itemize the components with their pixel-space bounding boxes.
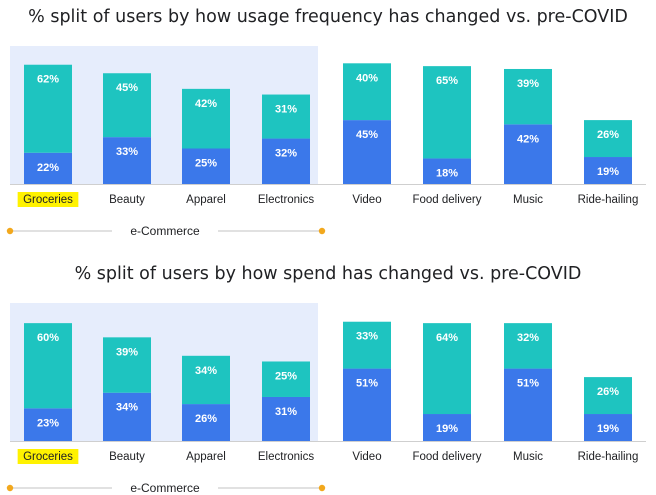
- bar-upper-5: [423, 323, 471, 415]
- data-label-upper-0: 60%: [37, 332, 59, 344]
- data-label-lower-4: 51%: [356, 378, 378, 390]
- data-label-upper-5: 64%: [436, 332, 458, 344]
- category-highlight: [17, 192, 79, 207]
- category-highlight: [17, 449, 79, 464]
- bar-upper-3: [262, 94, 310, 139]
- bar-lower-0: [24, 152, 72, 184]
- category-label-4: Video: [352, 194, 381, 206]
- data-label-lower-3: 31%: [275, 406, 297, 418]
- bar-lower-1: [103, 137, 151, 184]
- category-label-5: Food delivery: [412, 194, 481, 206]
- bar-lower-0: [24, 408, 72, 441]
- group-label: e-Commerce: [130, 481, 200, 495]
- data-label-lower-3: 32%: [275, 148, 297, 160]
- data-label-lower-5: 18%: [436, 167, 458, 179]
- category-label-2: Apparel: [186, 451, 226, 463]
- data-label-upper-4: 40%: [356, 72, 378, 84]
- data-label-upper-1: 45%: [116, 82, 138, 94]
- data-label-upper-7: 26%: [597, 386, 619, 398]
- data-label-upper-2: 34%: [195, 365, 217, 377]
- bar-lower-4: [343, 368, 391, 441]
- data-label-upper-6: 39%: [517, 78, 539, 90]
- chart-title: % split of users by how usage frequency …: [28, 7, 628, 27]
- bar-upper-2: [182, 88, 230, 149]
- bar-lower-1: [103, 392, 151, 441]
- bar-lower-6: [504, 124, 552, 184]
- data-label-lower-1: 33%: [116, 146, 138, 158]
- bar-upper-5: [423, 66, 471, 159]
- bracket-dot-left: [6, 484, 14, 492]
- data-label-lower-5: 19%: [436, 423, 458, 435]
- category-label-3: Electronics: [258, 451, 314, 463]
- chart-svg: % split of users by how usage frequency …: [6, 7, 646, 238]
- category-label-1: Beauty: [109, 451, 145, 463]
- bar-upper-6: [504, 68, 552, 125]
- bar-lower-5: [423, 414, 471, 441]
- data-label-upper-1: 39%: [116, 346, 138, 358]
- category-label-4: Video: [352, 451, 381, 463]
- bar-lower-7: [584, 414, 632, 441]
- category-label-0: Groceries: [23, 194, 73, 206]
- bar-lower-6: [504, 368, 552, 441]
- category-label-6: Music: [513, 194, 543, 206]
- bar-upper-4: [343, 321, 391, 369]
- spend-chart: % split of users by how spend has change…: [0, 257, 656, 495]
- category-label-0: Groceries: [23, 451, 73, 463]
- data-label-lower-4: 45%: [356, 129, 378, 141]
- category-label-7: Ride-hailing: [578, 451, 639, 463]
- bar-upper-7: [584, 120, 632, 158]
- data-label-lower-0: 23%: [37, 417, 59, 429]
- category-label-3: Electronics: [258, 194, 314, 206]
- bar-upper-0: [24, 323, 72, 409]
- category-label-5: Food delivery: [412, 451, 481, 463]
- bracket-dot-right: [318, 484, 326, 492]
- data-label-upper-5: 65%: [436, 75, 458, 87]
- data-label-lower-7: 19%: [597, 423, 619, 435]
- bar-upper-1: [103, 73, 151, 138]
- bar-lower-2: [182, 404, 230, 441]
- category-label-7: Ride-hailing: [578, 194, 639, 206]
- data-label-upper-7: 26%: [597, 129, 619, 141]
- category-label-2: Apparel: [186, 194, 226, 206]
- bar-upper-0: [24, 64, 72, 153]
- data-label-lower-6: 51%: [517, 378, 539, 390]
- data-label-lower-2: 26%: [195, 413, 217, 425]
- bar-lower-3: [262, 138, 310, 184]
- data-label-lower-6: 42%: [517, 133, 539, 145]
- bar-lower-2: [182, 148, 230, 184]
- category-label-1: Beauty: [109, 194, 145, 206]
- data-label-lower-7: 19%: [597, 166, 619, 178]
- data-label-lower-2: 25%: [195, 158, 217, 170]
- bar-lower-5: [423, 158, 471, 184]
- chart-svg: % split of users by how spend has change…: [6, 264, 646, 495]
- bar-upper-7: [584, 377, 632, 415]
- bracket-dot-left: [6, 227, 14, 235]
- usage-frequency-chart: % split of users by how usage frequency …: [6, 7, 646, 238]
- data-label-lower-0: 22%: [37, 162, 59, 174]
- category-label-6: Music: [513, 451, 543, 463]
- bar-lower-7: [584, 157, 632, 184]
- bracket-dot-right: [318, 227, 326, 235]
- data-label-upper-6: 32%: [517, 332, 539, 344]
- bar-lower-4: [343, 120, 391, 184]
- group-label: e-Commerce: [130, 224, 200, 238]
- data-label-upper-3: 25%: [275, 370, 297, 382]
- bar-upper-1: [103, 337, 151, 393]
- data-label-upper-3: 31%: [275, 104, 297, 116]
- data-label-upper-4: 33%: [356, 331, 378, 343]
- data-label-upper-0: 62%: [37, 74, 59, 86]
- data-label-upper-2: 42%: [195, 98, 217, 110]
- bar-upper-3: [262, 361, 310, 397]
- bar-upper-4: [343, 63, 391, 121]
- bar-upper-6: [504, 323, 552, 369]
- bar-upper-2: [182, 355, 230, 405]
- bar-lower-3: [262, 396, 310, 441]
- data-label-lower-1: 34%: [116, 402, 138, 414]
- chart-title: % split of users by how spend has change…: [75, 264, 582, 284]
